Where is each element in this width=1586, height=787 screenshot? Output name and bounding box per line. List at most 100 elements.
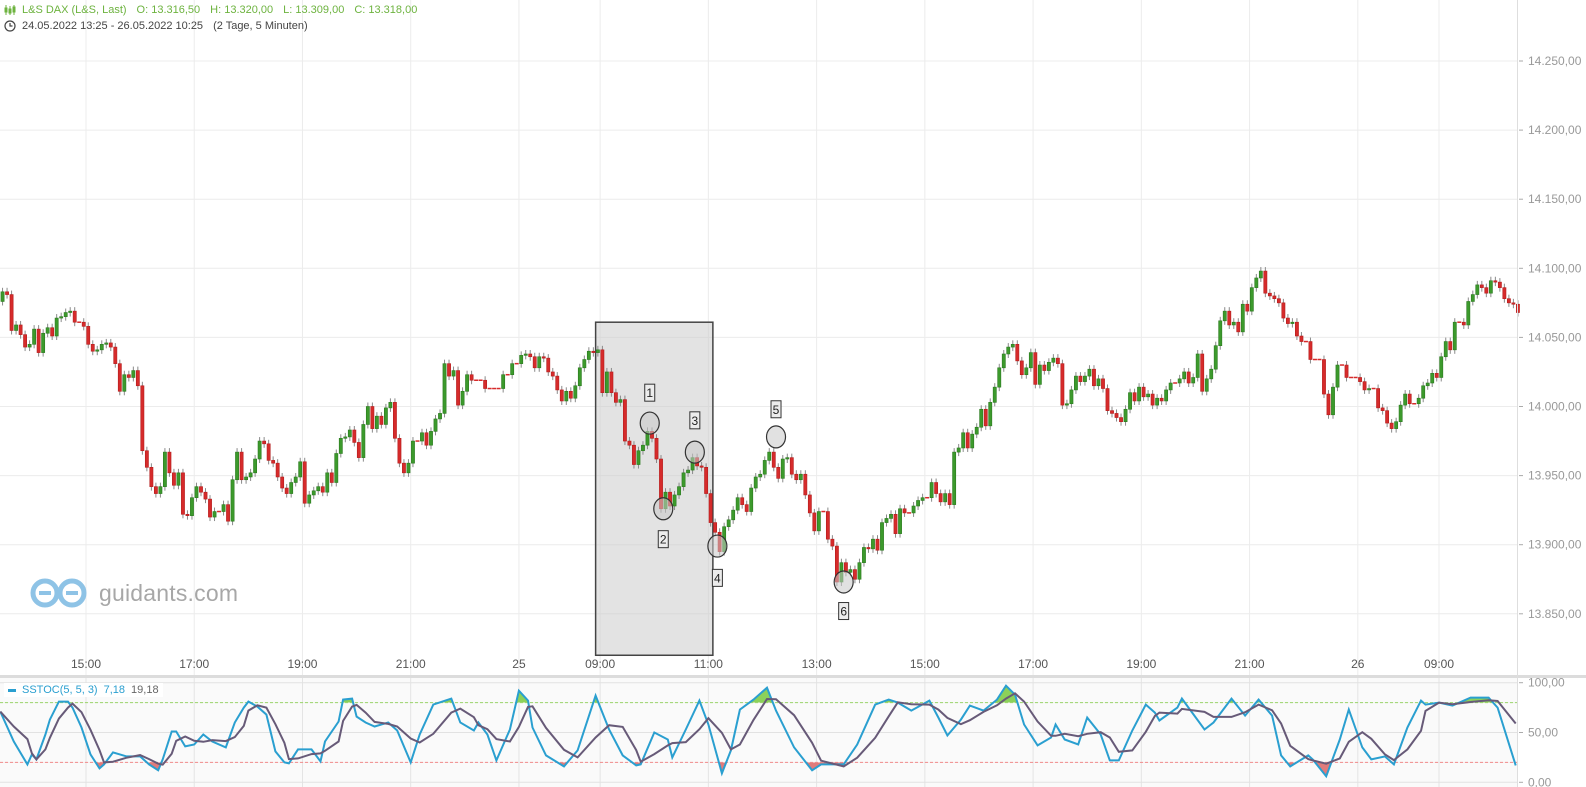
candle[interactable] bbox=[298, 457, 303, 481]
candle[interactable] bbox=[1015, 340, 1020, 365]
candle[interactable] bbox=[731, 506, 736, 524]
candle[interactable] bbox=[383, 403, 388, 429]
candle[interactable] bbox=[532, 352, 537, 372]
candle[interactable] bbox=[1191, 373, 1196, 388]
candle[interactable] bbox=[1213, 341, 1218, 374]
candle[interactable] bbox=[1128, 388, 1132, 414]
candle[interactable] bbox=[762, 456, 767, 479]
marker-label-box[interactable] bbox=[644, 383, 656, 402]
candle[interactable] bbox=[1204, 374, 1209, 396]
candle[interactable] bbox=[749, 484, 754, 516]
candle[interactable] bbox=[902, 504, 907, 517]
marker-circle[interactable] bbox=[653, 497, 674, 521]
candle[interactable] bbox=[641, 441, 645, 455]
candle[interactable] bbox=[316, 482, 321, 495]
candle[interactable] bbox=[568, 387, 573, 403]
candle[interactable] bbox=[627, 437, 632, 450]
candle[interactable] bbox=[1132, 388, 1137, 405]
candle[interactable] bbox=[135, 366, 140, 390]
candle[interactable] bbox=[1493, 276, 1498, 287]
candle[interactable] bbox=[302, 457, 307, 508]
candle[interactable] bbox=[149, 463, 154, 491]
candle[interactable] bbox=[726, 515, 731, 531]
candle[interactable] bbox=[1484, 283, 1489, 298]
candle[interactable] bbox=[244, 472, 248, 484]
candle[interactable] bbox=[1439, 352, 1444, 382]
candle[interactable] bbox=[744, 500, 749, 516]
candle[interactable] bbox=[1434, 369, 1439, 382]
stoch-legend[interactable]: SSTOC(5, 5, 3) 7,18 19,18 bbox=[4, 683, 163, 697]
candle[interactable] bbox=[334, 449, 339, 487]
candle[interactable] bbox=[1358, 373, 1362, 386]
candle[interactable] bbox=[158, 482, 163, 498]
candle[interactable] bbox=[1141, 383, 1146, 401]
candle[interactable] bbox=[1028, 348, 1033, 372]
candle[interactable] bbox=[329, 468, 334, 487]
candle[interactable] bbox=[586, 347, 591, 364]
candle[interactable] bbox=[573, 381, 578, 403]
candle[interactable] bbox=[90, 340, 95, 356]
candle[interactable] bbox=[293, 472, 298, 487]
candle[interactable] bbox=[1019, 356, 1024, 379]
candle[interactable] bbox=[1403, 390, 1408, 410]
candle[interactable] bbox=[988, 398, 993, 430]
candle[interactable] bbox=[753, 472, 758, 493]
candle[interactable] bbox=[1123, 405, 1128, 426]
candle[interactable] bbox=[212, 507, 217, 522]
candle[interactable] bbox=[32, 325, 37, 349]
candle[interactable] bbox=[117, 359, 122, 396]
candle[interactable] bbox=[862, 543, 866, 567]
candle[interactable] bbox=[614, 388, 618, 407]
candle[interactable] bbox=[1074, 372, 1078, 394]
candle[interactable] bbox=[113, 343, 118, 368]
candle[interactable] bbox=[965, 428, 970, 452]
candle[interactable] bbox=[456, 366, 460, 410]
candle[interactable] bbox=[307, 490, 312, 508]
candle[interactable] bbox=[280, 472, 285, 493]
candle[interactable] bbox=[600, 345, 605, 397]
candle[interactable] bbox=[63, 308, 68, 321]
candle[interactable] bbox=[1245, 300, 1250, 316]
candle[interactable] bbox=[1331, 383, 1335, 419]
candle[interactable] bbox=[632, 441, 636, 469]
candle[interactable] bbox=[1506, 294, 1511, 307]
candle[interactable] bbox=[1046, 358, 1051, 375]
candle[interactable] bbox=[1195, 349, 1200, 382]
candle[interactable] bbox=[1267, 289, 1272, 300]
candle[interactable] bbox=[5, 287, 9, 299]
candle[interactable] bbox=[1272, 291, 1277, 303]
candle[interactable] bbox=[893, 510, 898, 538]
candle[interactable] bbox=[361, 420, 366, 462]
candle[interactable] bbox=[131, 366, 136, 382]
candle[interactable] bbox=[974, 423, 979, 439]
candle[interactable] bbox=[1286, 314, 1290, 328]
candle[interactable] bbox=[1037, 361, 1042, 389]
candle[interactable] bbox=[1263, 267, 1268, 298]
marker-circle[interactable] bbox=[707, 534, 728, 558]
candle[interactable] bbox=[929, 478, 934, 502]
candle[interactable] bbox=[1398, 401, 1403, 426]
candle[interactable] bbox=[577, 363, 582, 390]
candle[interactable] bbox=[235, 448, 239, 484]
candle[interactable] bbox=[68, 307, 73, 317]
candle[interactable] bbox=[1060, 359, 1065, 410]
candle[interactable] bbox=[167, 448, 172, 477]
candle[interactable] bbox=[1096, 374, 1101, 390]
marker-circle[interactable] bbox=[639, 411, 660, 435]
candle[interactable] bbox=[95, 345, 100, 356]
candle[interactable] bbox=[226, 500, 230, 526]
candle[interactable] bbox=[1276, 294, 1281, 307]
candle[interactable] bbox=[45, 323, 50, 338]
candle[interactable] bbox=[338, 434, 343, 458]
candle[interactable] bbox=[248, 468, 253, 481]
marker-circle[interactable] bbox=[684, 440, 705, 464]
candle[interactable] bbox=[654, 434, 659, 464]
candle[interactable] bbox=[523, 349, 528, 360]
candle[interactable] bbox=[812, 508, 817, 535]
candle[interactable] bbox=[27, 340, 32, 352]
candle[interactable] bbox=[393, 398, 397, 443]
candle[interactable] bbox=[767, 448, 772, 465]
candle[interactable] bbox=[1010, 340, 1015, 352]
candle[interactable] bbox=[789, 453, 794, 479]
candle[interactable] bbox=[794, 470, 799, 484]
